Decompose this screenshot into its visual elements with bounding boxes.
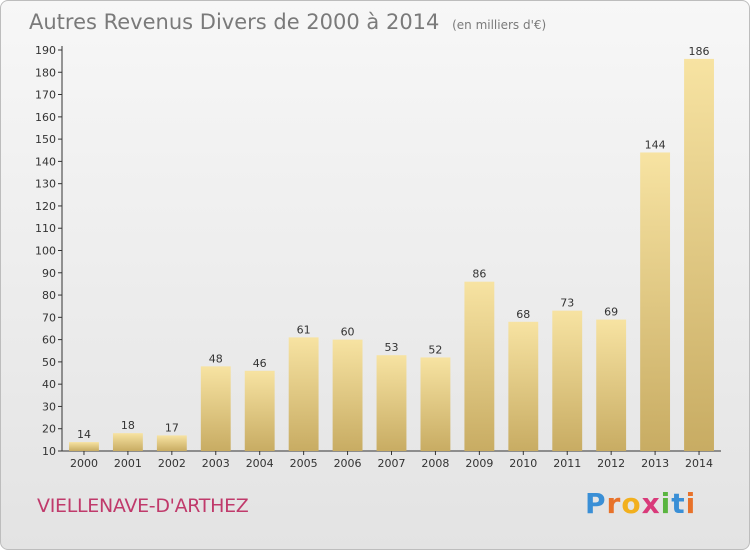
data-label-2009: 86 — [472, 268, 486, 281]
data-label-2002: 17 — [165, 421, 179, 434]
data-label-2010: 68 — [516, 308, 530, 321]
logo-letter: o — [621, 487, 642, 520]
y-tick-label: 20 — [42, 423, 56, 436]
y-tick-label: 30 — [42, 400, 56, 413]
y-tick-label: 190 — [35, 44, 56, 57]
y-tick-label: 10 — [42, 445, 56, 458]
y-tick-label: 130 — [35, 178, 56, 191]
y-tick-label: 150 — [35, 133, 56, 146]
bar-2002 — [156, 435, 187, 451]
bar-2004 — [244, 370, 275, 451]
y-tick-label: 120 — [35, 200, 56, 213]
data-label-2007: 53 — [385, 341, 399, 354]
bar-2008 — [420, 357, 451, 451]
y-tick-label: 100 — [35, 245, 56, 258]
data-label-2014: 186 — [689, 45, 710, 58]
logo-letter: P — [585, 487, 607, 520]
bar-2014 — [684, 58, 714, 452]
data-label-2000: 14 — [77, 428, 91, 441]
data-label-2003: 48 — [209, 352, 223, 365]
logo-letter: i — [660, 487, 672, 520]
commune-name: VIELLENAVE-D'ARTHEZ — [37, 495, 249, 517]
bar-2009 — [464, 281, 495, 451]
data-label-2005: 61 — [297, 323, 311, 336]
data-label-2011: 73 — [560, 297, 574, 310]
y-tick-label: 60 — [42, 334, 56, 347]
data-label-2008: 52 — [428, 343, 442, 356]
y-tick-label: 180 — [35, 66, 56, 79]
x-tick-label: 2013 — [641, 457, 669, 470]
x-tick-label: 2000 — [70, 457, 98, 470]
bar-2011 — [552, 310, 583, 451]
bar-2001 — [112, 433, 143, 451]
x-tick-label: 2007 — [378, 457, 406, 470]
bar-2003 — [200, 366, 231, 451]
bar-2005 — [288, 337, 319, 451]
x-tick-label: 2006 — [334, 457, 362, 470]
x-tick-label: 2008 — [421, 457, 449, 470]
data-label-2012: 69 — [604, 306, 618, 319]
logo-letter: r — [606, 487, 622, 520]
title-text: Autres Revenus Divers de 2000 à 2014 — [29, 10, 440, 34]
bar-2007 — [376, 355, 407, 451]
x-tick-label: 2010 — [509, 457, 537, 470]
x-tick-label: 2011 — [553, 457, 581, 470]
data-label-2001: 18 — [121, 419, 135, 432]
y-tick-label: 40 — [42, 378, 56, 391]
x-tick-label: 2002 — [158, 457, 186, 470]
x-tick-label: 2014 — [685, 457, 713, 470]
data-label-2006: 60 — [341, 326, 355, 339]
y-tick-label: 110 — [35, 222, 56, 235]
logo-letter: x — [641, 487, 661, 520]
bar-2013 — [640, 152, 671, 451]
data-label-2013: 144 — [645, 138, 666, 151]
bar-2006 — [332, 339, 363, 451]
y-tick-label: 80 — [42, 289, 56, 302]
data-label-2004: 46 — [253, 357, 267, 370]
x-tick-label: 2012 — [597, 457, 625, 470]
x-tick-label: 2001 — [114, 457, 142, 470]
x-tick-label: 2003 — [202, 457, 230, 470]
y-tick-label: 140 — [35, 155, 56, 168]
proxiti-logo: Proxiti — [585, 487, 696, 520]
bar-2010 — [508, 321, 539, 451]
y-tick-label: 70 — [42, 311, 56, 324]
y-tick-label: 160 — [35, 111, 56, 124]
y-tick-label: 170 — [35, 89, 56, 102]
x-tick-label: 2009 — [465, 457, 493, 470]
x-tick-label: 2005 — [290, 457, 318, 470]
y-tick-label: 90 — [42, 267, 56, 280]
logo-letter: i — [685, 487, 697, 520]
y-tick-label: 50 — [42, 356, 56, 369]
logo-letter: t — [671, 487, 686, 520]
title-unit: (en milliers d'€) — [452, 18, 547, 32]
chart-title: Autres Revenus Divers de 2000 à 2014 (en… — [29, 10, 546, 34]
x-tick-label: 2004 — [246, 457, 274, 470]
bar-2000 — [69, 442, 99, 451]
bar-2012 — [596, 319, 627, 451]
